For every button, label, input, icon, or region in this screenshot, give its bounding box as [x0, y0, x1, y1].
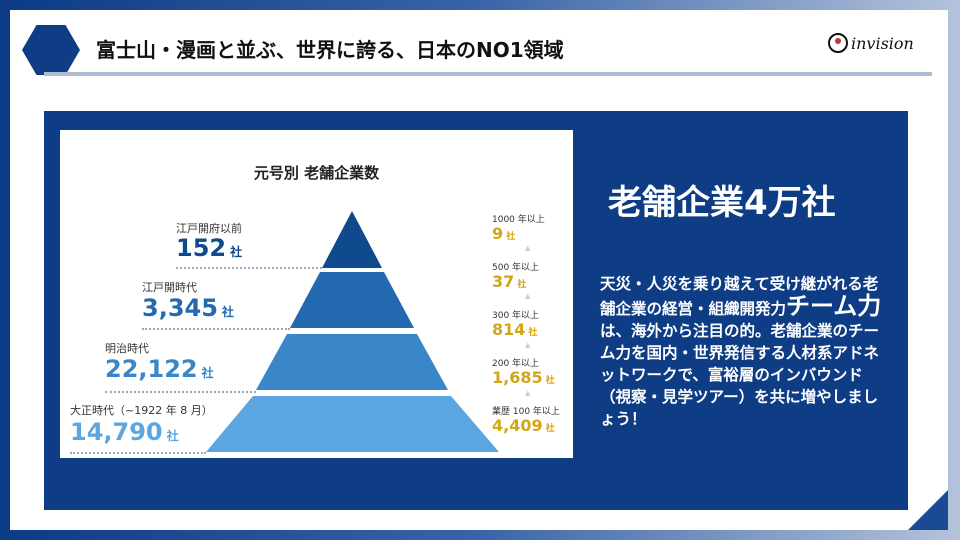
corner-decoration [908, 490, 948, 530]
body-text: 天災・人災を乗り越えて受け継がれる老舗企業の経営・組織開発力チーム力は、海外から… [600, 275, 882, 428]
pyramid [206, 211, 499, 452]
page-title: 富士山・漫画と並ぶ、世界に誇る、日本のNO1領域 [96, 38, 564, 62]
dotted-line [142, 328, 290, 330]
dotted-line [105, 391, 256, 393]
triangle-up-icon: ▲ [525, 244, 531, 252]
triangle-up-icon: ▲ [525, 389, 531, 397]
age-value: 1,685 社 [492, 368, 555, 387]
pyramid-tier-2 [290, 272, 414, 328]
age-value: 37 社 [492, 272, 527, 291]
tier-value: 3,345 社 [142, 294, 234, 322]
tier-value: 152 社 [176, 234, 243, 262]
age-label: 500 年以上 [492, 263, 540, 273]
tier-label: 明治時代 [105, 342, 149, 355]
headline: 老舗企業4万社 [608, 183, 836, 223]
age-value: 814 社 [492, 320, 538, 339]
tier-label: 大正時代（~1922 年 8 月） [70, 404, 213, 417]
tier-label: 江戸開府以前 [176, 222, 242, 235]
age-label: 300 年以上 [492, 311, 540, 321]
emphasis-text: チーム力 [786, 292, 882, 320]
tier-value: 22,122 社 [105, 355, 214, 383]
age-label: 業歴 100 年以上 [492, 407, 560, 417]
title-divider [44, 72, 932, 76]
age-label: 1000 年以上 [492, 215, 545, 225]
dotted-line [70, 452, 206, 454]
triangle-up-icon: ▲ [525, 341, 531, 349]
age-label: 200 年以上 [492, 359, 540, 369]
logo-text: invision [851, 33, 914, 53]
tier-label: 江戸開時代 [142, 281, 197, 294]
pyramid-tier-3 [256, 334, 448, 390]
pyramid-tier-4 [206, 396, 499, 452]
age-value: 4,409 社 [492, 416, 555, 435]
triangle-up-icon: ▲ [525, 292, 531, 300]
logo-mark-icon [828, 33, 848, 53]
infographic-title: 元号別 老舗企業数 [253, 164, 380, 182]
infographic-panel: 元号別 老舗企業数 江戸開府以前 152 社 江戸開時代 3,345 社 明治時代 … [60, 130, 573, 458]
logo: invision [828, 33, 914, 53]
tier-value: 14,790 社 [70, 418, 179, 446]
pyramid-tier-1 [322, 211, 382, 268]
dotted-line [176, 267, 322, 269]
